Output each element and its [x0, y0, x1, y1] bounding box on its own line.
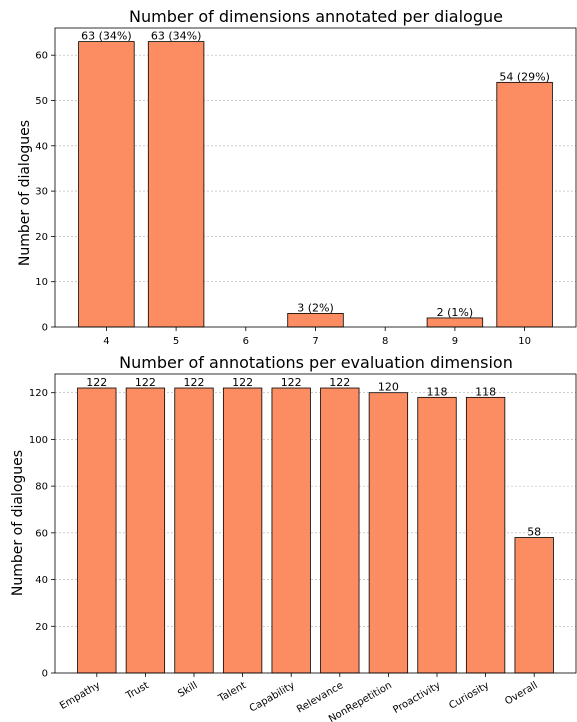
- x-tick-label: Capability: [248, 680, 297, 715]
- bar: [271, 387, 311, 674]
- x-tick-label: 5: [173, 336, 179, 347]
- y-tick-label: 0: [42, 323, 48, 334]
- bar: [496, 81, 553, 328]
- y-axis-label: Number of dialogues: [17, 120, 33, 266]
- data-label: 122: [232, 376, 253, 389]
- data-label: 63 (34%): [81, 30, 132, 43]
- data-label: 122: [86, 376, 107, 389]
- data-label: 122: [281, 376, 302, 389]
- data-label: 63 (34%): [151, 30, 202, 43]
- bar: [125, 387, 166, 674]
- y-tick-label: 80: [35, 482, 48, 493]
- y-tick-label: 20: [35, 232, 48, 243]
- x-tick-label: Empathy: [58, 680, 102, 712]
- bar: [320, 387, 360, 674]
- x-tick-label: 10: [518, 336, 531, 347]
- x-tick-label: Talent: [216, 680, 248, 705]
- x-tick-label: 4: [103, 336, 109, 347]
- plot-frame: [54, 27, 577, 328]
- y-tick-label: 120: [29, 388, 48, 399]
- data-label: 2 (1%): [437, 306, 474, 319]
- y-tick-label: 60: [35, 528, 48, 539]
- y-tick-label: 100: [29, 435, 48, 446]
- y-tick-label: 40: [35, 575, 48, 586]
- x-tick-label: Trust: [124, 680, 151, 702]
- y-tick-label: 10: [35, 277, 48, 288]
- x-tick-label: Proactivity: [391, 680, 442, 716]
- bar: [147, 41, 205, 328]
- data-label: 122: [329, 376, 350, 389]
- y-tick-label: 40: [35, 141, 48, 152]
- bar: [78, 41, 135, 328]
- bar: [465, 396, 506, 674]
- y-tick-label: 20: [35, 622, 48, 633]
- x-tick-label: Skill: [176, 680, 199, 700]
- data-label: 54 (29%): [499, 70, 550, 83]
- bar: [222, 387, 263, 674]
- x-tick-label: Curiosity: [447, 680, 491, 712]
- plot-frame: [54, 373, 577, 674]
- x-tick-label: 8: [382, 336, 388, 347]
- chart-title: Number of dimensions annotated per dialo…: [129, 7, 503, 26]
- y-tick-label: 60: [35, 51, 48, 62]
- data-label: 3 (2%): [297, 301, 334, 314]
- chart-title: Number of annotations per evaluation dim…: [119, 353, 513, 372]
- bar: [174, 387, 214, 674]
- y-tick-label: 50: [35, 96, 48, 107]
- y-tick-label: 30: [35, 187, 48, 198]
- data-label: 120: [378, 381, 399, 394]
- data-label: 58: [527, 526, 541, 539]
- data-label: 118: [475, 385, 496, 398]
- x-tick-label: 7: [312, 336, 318, 347]
- data-label: 122: [184, 376, 205, 389]
- bar: [77, 387, 117, 674]
- y-axis-label: Number of dialogues: [10, 450, 26, 596]
- bar: [368, 392, 409, 674]
- data-label: 118: [427, 385, 448, 398]
- bar: [287, 313, 344, 328]
- chart-dimensions-per-dialogue: Number of dimensions annotated per dialo…: [17, 7, 577, 347]
- y-tick-label: 0: [42, 669, 48, 680]
- bar: [514, 537, 554, 674]
- x-tick-label: 6: [243, 336, 249, 347]
- x-tick-label: Overall: [503, 680, 539, 707]
- chart-annotations-per-dimension: Number of annotations per evaluation dim…: [10, 353, 577, 722]
- x-tick-label: 9: [452, 336, 458, 347]
- data-label: 122: [135, 376, 156, 389]
- bar: [417, 396, 457, 674]
- bar: [426, 317, 484, 328]
